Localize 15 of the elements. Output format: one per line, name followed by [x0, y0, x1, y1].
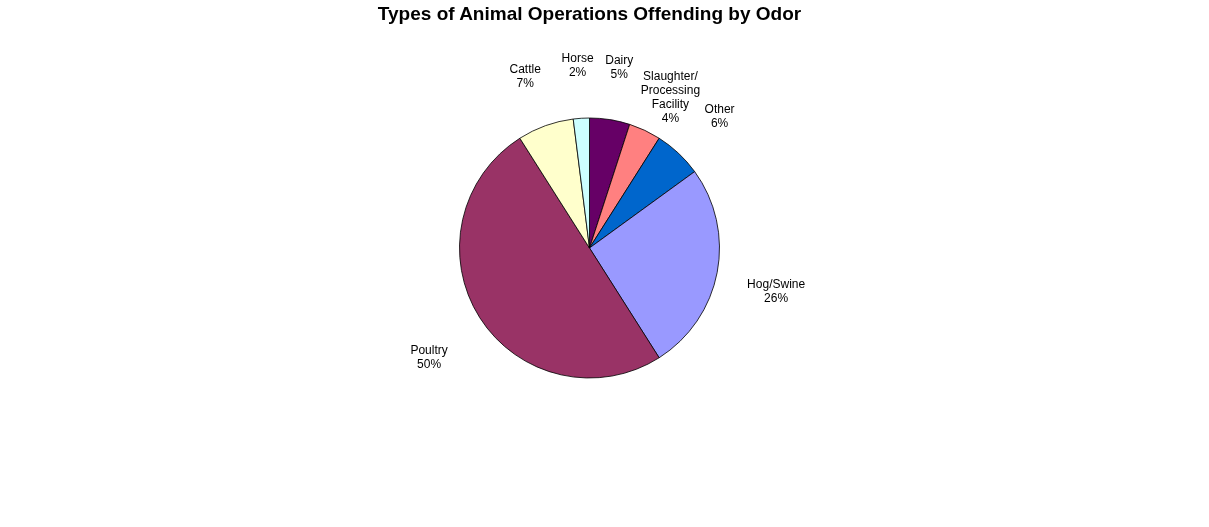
data-label: 7% [516, 76, 535, 91]
slice-label: Other [704, 102, 735, 117]
chart-title: Types of Animal Operations Offending by Odor [377, 3, 802, 24]
slice-label: Cattle [509, 62, 542, 77]
data-label: 4% [661, 111, 680, 126]
slice-label: Dairy [605, 53, 634, 68]
slice-label: Horse [561, 51, 594, 66]
data-label: 26% [764, 290, 789, 305]
data-label: 6% [710, 116, 729, 131]
data-label: 50% [417, 356, 442, 371]
slice-label: Poultry [410, 342, 448, 357]
slice-label: Slaughter/Processing Facility [640, 69, 701, 112]
data-label: 2% [568, 65, 587, 80]
data-label: 5% [610, 67, 629, 82]
slice-label: Hog/Swine [747, 276, 806, 291]
